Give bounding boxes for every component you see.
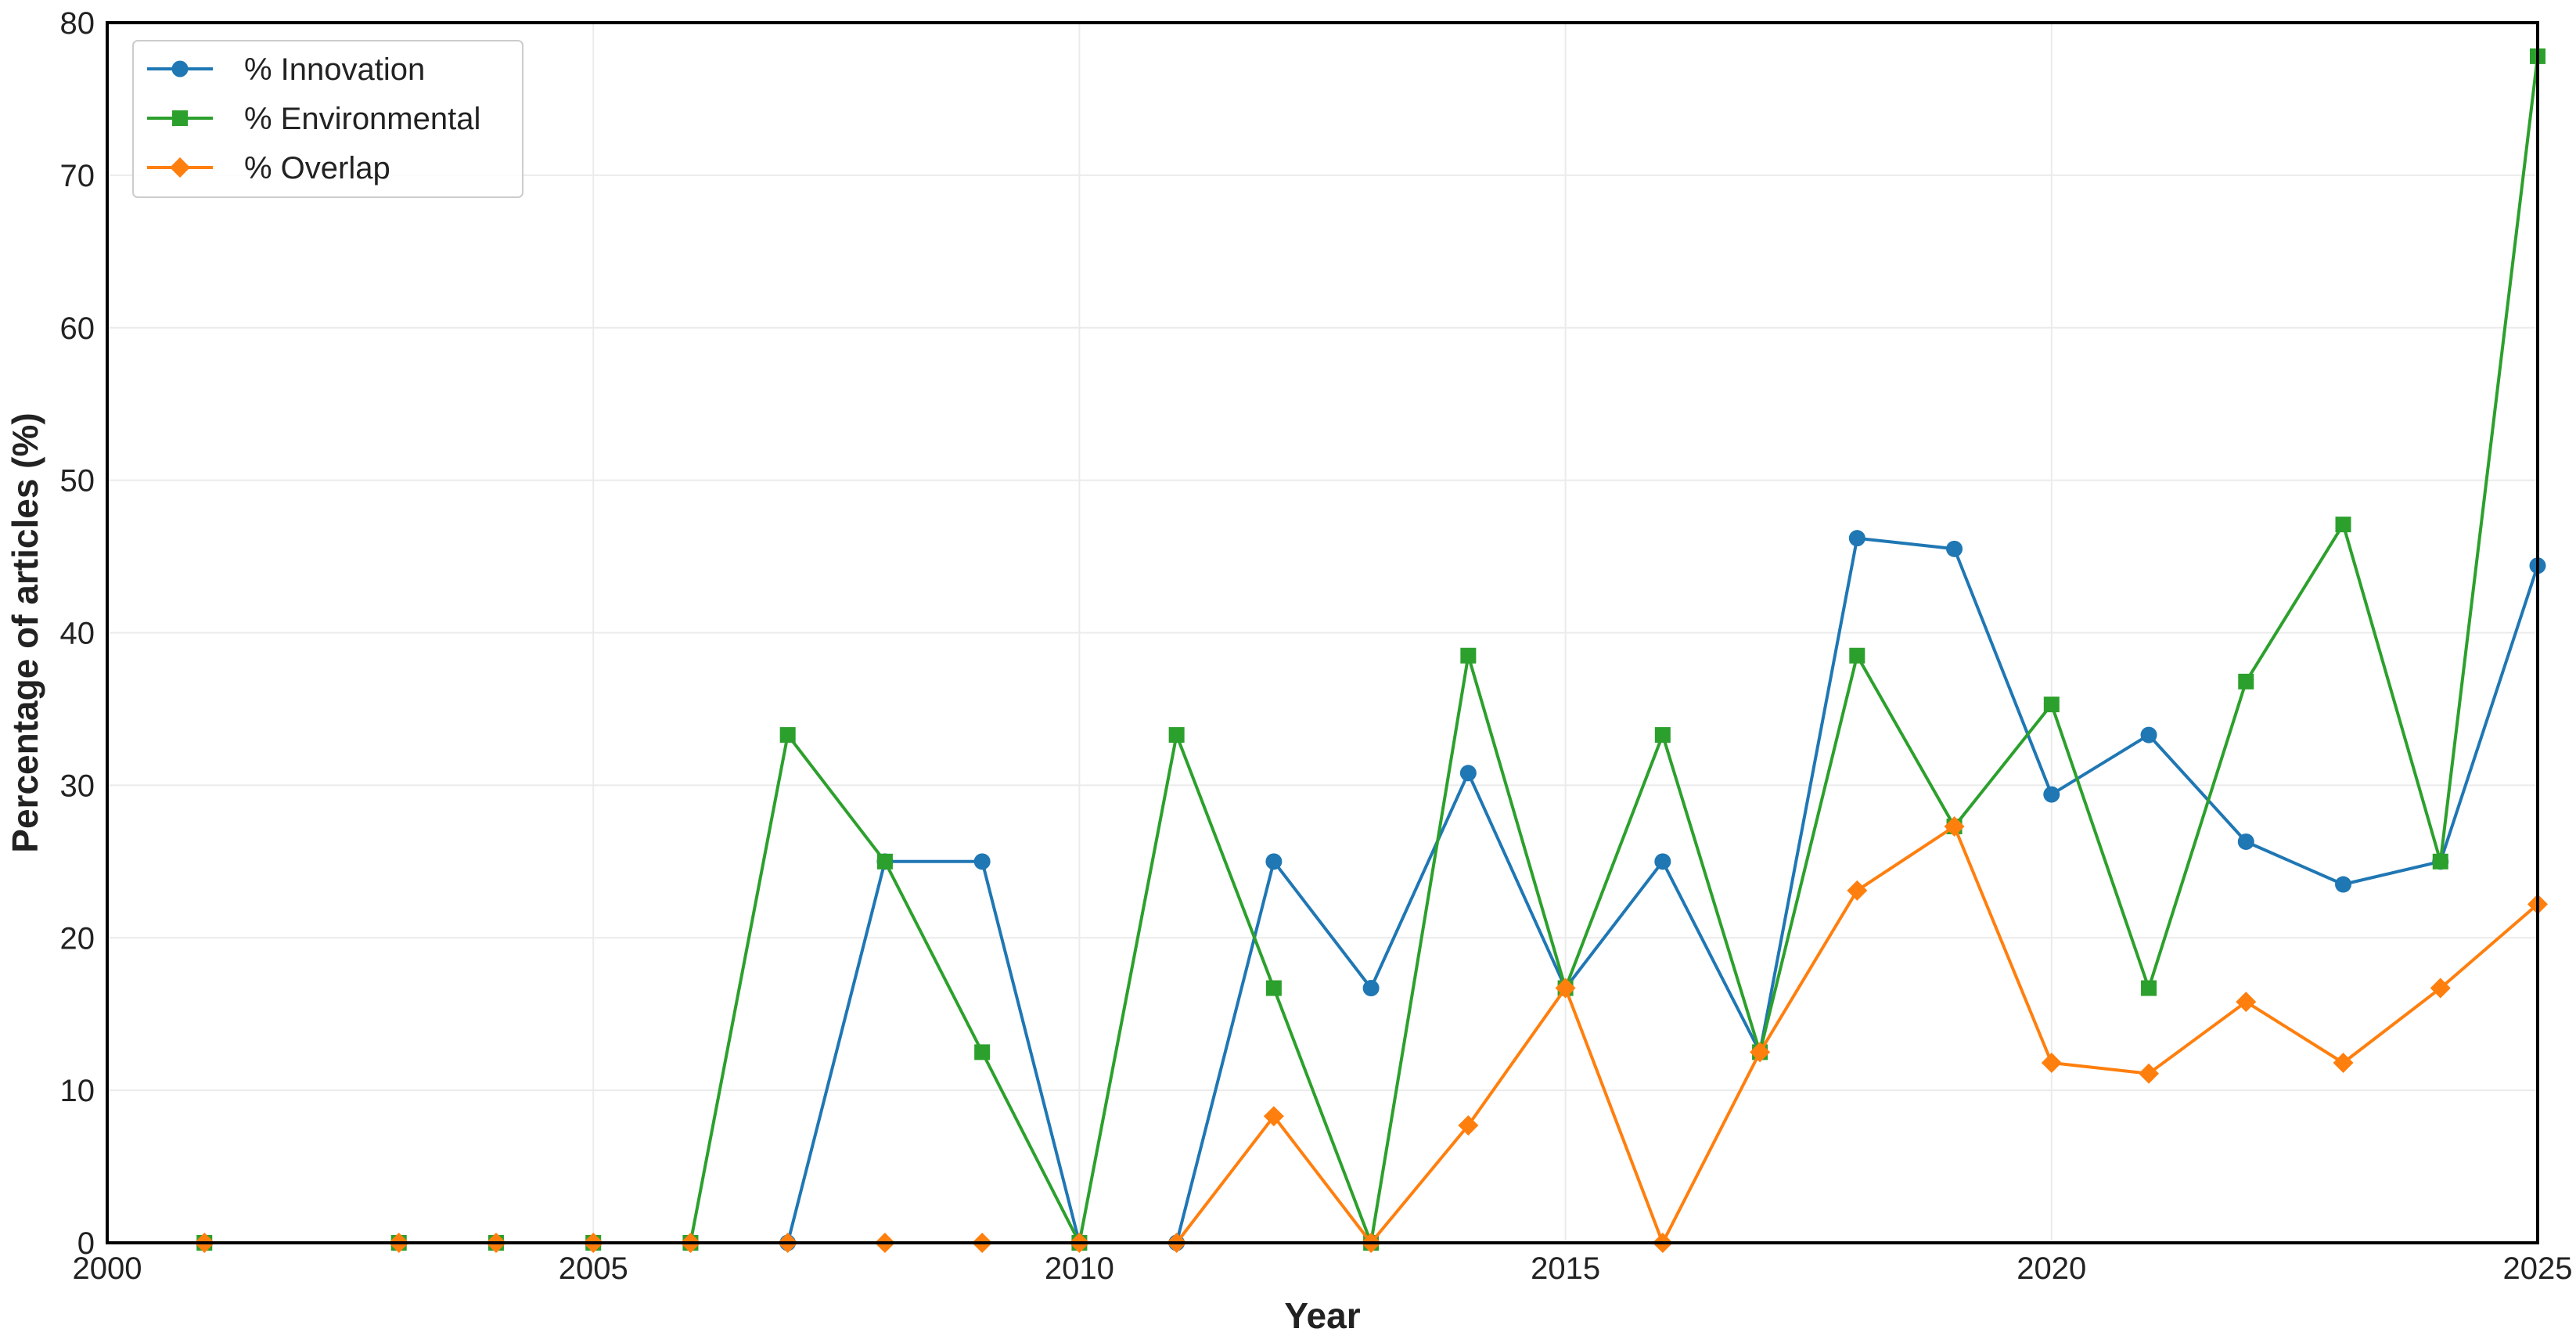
data-point-diamond [2041,1053,2062,1074]
legend-box [132,40,523,198]
x-tick-label: 2015 [1531,1251,1600,1286]
data-point-square [1460,647,1477,664]
data-point-circle [2140,726,2157,744]
data-point-square [779,727,796,744]
y-tick-label: 70 [60,159,95,193]
x-axis-title: Year [1284,1295,1360,1336]
x-tick-label: 2020 [2017,1251,2086,1286]
series-diamond [194,816,2548,1253]
series-line [204,56,2539,1244]
data-point-diamond [1555,978,1576,999]
data-point-square [1654,727,1671,744]
data-point-square [2043,697,2060,713]
data-point-diamond [2333,1053,2354,1074]
legend-marker-diamond [170,157,190,178]
data-point-diamond [2236,992,2257,1013]
series-line [204,536,2539,1244]
legend-marker-circle [171,60,189,77]
y-tick-label: 40 [60,617,95,651]
data-point-circle [973,853,991,870]
series-line [204,825,2539,1244]
data-point-circle [1654,853,1671,870]
tick-layer: 0 10 20 30 40 50 60 70 80 2000 2005 2010 2015 2020 202… [60,6,2573,1286]
y-tick-label: 10 [60,1074,95,1108]
data-point-square [2432,853,2448,870]
x-tick-label: 2005 [559,1251,628,1286]
x-tick-label: 2025 [2503,1251,2573,1286]
data-point-square [1265,980,1282,996]
x-tick-label: 2000 [73,1251,142,1286]
legend-item: % Overlap [147,151,390,185]
data-point-square [1849,647,1865,664]
data-point-square [974,1044,991,1060]
y-tick-label: 60 [60,311,95,346]
data-point-diamond [1944,816,1965,837]
data-point-square [876,853,893,870]
data-point-diamond [1750,1042,1771,1063]
data-point-circle [2335,876,2352,893]
data-point-square [2238,673,2254,690]
y-tick-label: 80 [60,6,95,41]
data-point-square [1168,727,1185,744]
legend: % Innovation % Environmental % Overlap [132,40,523,198]
data-point-circle [1265,853,1283,870]
data-point-diamond [1263,1106,1284,1127]
series-layer [194,48,2548,1253]
grid-layer [106,22,2538,1244]
y-tick-label: 0 [77,1226,95,1261]
x-tick-label: 2010 [1045,1251,1114,1286]
series-circle [196,530,2546,1251]
legend-marker-square [172,110,188,126]
legend-label: % Overlap [244,151,390,185]
plot-frame [106,21,2539,1244]
y-tick-label: 50 [60,464,95,499]
legend-label: % Innovation [244,52,425,87]
legend-item: % Innovation [147,52,425,87]
data-point-circle [2237,833,2254,850]
data-point-circle [1459,765,1477,782]
legend-item: % Environmental [147,102,480,136]
legend-label: % Environmental [244,102,480,136]
data-point-square [2141,980,2157,996]
data-point-diamond [2139,1063,2160,1084]
data-point-square [2335,517,2351,533]
y-tick-label: 20 [60,921,95,956]
data-point-circle [2043,786,2060,803]
series-square [196,48,2545,1251]
y-tick-label: 30 [60,769,95,803]
data-point-circle [1848,530,1865,547]
y-axis-title: Percentage of articles (%) [5,412,45,852]
data-point-diamond [2430,978,2451,999]
data-point-diamond [1458,1114,1479,1136]
data-point-circle [1946,540,1963,557]
data-point-diamond [1847,880,1868,901]
data-point-circle [1362,980,1380,997]
